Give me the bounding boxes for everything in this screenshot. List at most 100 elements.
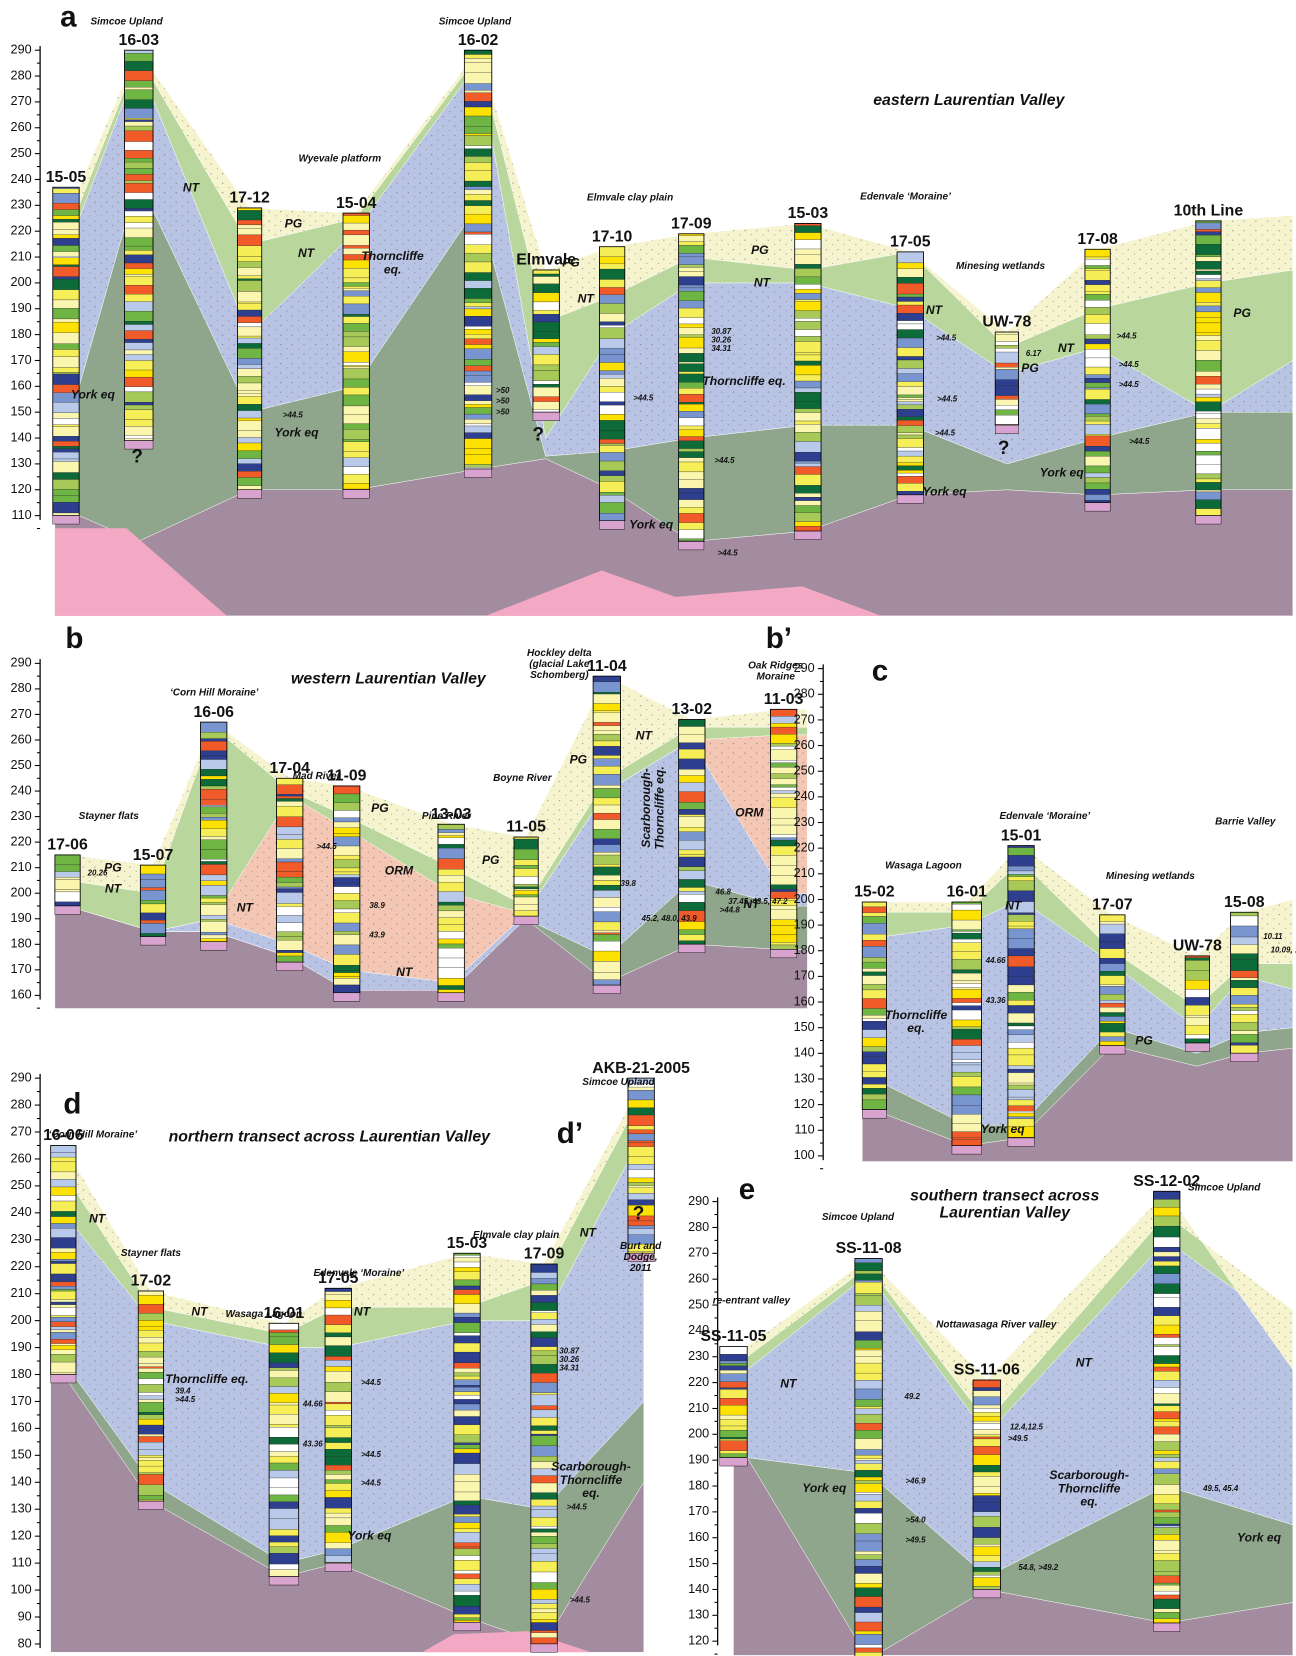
borehole-log-layer — [897, 417, 923, 421]
borehole-base — [333, 993, 359, 1001]
borehole-log-layer — [1154, 1406, 1180, 1412]
borehole-log-layer — [1154, 1510, 1180, 1512]
borehole-log-layer — [599, 392, 624, 401]
borehole-log-layer — [1100, 915, 1125, 922]
borehole-log-layer — [952, 1006, 982, 1010]
axis-tick-label: 260 — [11, 732, 32, 746]
borehole-log-layer — [1008, 1023, 1034, 1026]
borehole-log-layer — [531, 1549, 557, 1554]
borehole-log-layer — [1154, 1261, 1180, 1266]
axis-tick-label: 170 — [794, 969, 815, 983]
age-annotation: >50 — [496, 397, 510, 406]
borehole-log-layer — [53, 222, 79, 229]
borehole-log-layer — [952, 1140, 982, 1146]
borehole-log-layer — [464, 206, 491, 214]
unit-label: York eq — [347, 1528, 392, 1542]
borehole-log-layer — [679, 735, 705, 743]
borehole-log-layer — [795, 352, 821, 355]
borehole-log-layer — [454, 1571, 480, 1574]
borehole-log-layer — [855, 1348, 882, 1350]
borehole-log-layer — [1196, 261, 1221, 269]
borehole-log-layer — [125, 162, 153, 168]
borehole-log-layer — [1196, 279, 1221, 281]
borehole-log-layer — [1185, 1005, 1209, 1015]
borehole-log-layer — [454, 1505, 480, 1514]
borehole-log-layer — [679, 382, 704, 388]
borehole-log-layer — [1100, 1000, 1125, 1003]
borehole-log-layer — [333, 893, 359, 900]
borehole-log-layer — [533, 277, 559, 284]
age-annotation: >44.5 — [1119, 380, 1140, 389]
borehole-log-layer — [438, 848, 464, 859]
borehole-log-layer — [514, 905, 538, 911]
borehole-log-layer — [795, 240, 821, 249]
borehole-log-layer — [593, 934, 620, 941]
borehole-log-layer — [599, 348, 624, 354]
borehole-log-layer — [795, 336, 821, 341]
borehole-name: UW-78 — [982, 314, 1031, 331]
borehole-log-layer — [125, 263, 153, 269]
borehole-log-layer — [995, 415, 1018, 424]
borehole-log-layer — [679, 452, 704, 458]
borehole-log-layer — [53, 235, 79, 239]
borehole-log-layer — [897, 473, 923, 476]
borehole-log-layer — [454, 1595, 480, 1606]
borehole-log-layer — [531, 1599, 557, 1603]
borehole-log-layer — [125, 276, 153, 285]
borehole-log-layer — [862, 1038, 886, 1047]
borehole-log-layer — [1085, 259, 1110, 265]
borehole-log-layer — [679, 776, 705, 783]
borehole-log-layer — [138, 1304, 163, 1313]
borehole-log-layer — [1196, 465, 1221, 474]
borehole-log-layer — [514, 911, 538, 916]
borehole-log-layer — [333, 833, 359, 836]
borehole-log-layer — [973, 1516, 1000, 1527]
borehole-log-layer — [531, 1612, 557, 1619]
borehole-log-layer — [51, 1157, 76, 1161]
borehole-log-layer — [995, 342, 1018, 346]
borehole-log-layer — [897, 368, 923, 373]
borehole-log-layer — [53, 344, 79, 350]
panel-title: eastern Laurentian Valley — [873, 92, 1065, 109]
borehole-log-layer — [862, 999, 886, 1009]
borehole-log-layer — [531, 1347, 557, 1351]
borehole-log-layer — [531, 1532, 557, 1536]
borehole-log-layer — [795, 452, 821, 461]
borehole-log-layer — [53, 368, 79, 373]
borehole-log-layer — [1196, 492, 1221, 500]
borehole-log-layer — [599, 322, 624, 326]
panel-label: c — [872, 655, 888, 688]
borehole-log-layer — [720, 1454, 747, 1458]
borehole-log-layer — [855, 1414, 882, 1423]
borehole-log-layer — [138, 1450, 163, 1456]
borehole-log-layer — [343, 415, 369, 424]
borehole-log-layer — [454, 1267, 480, 1271]
borehole-log-layer — [138, 1330, 163, 1337]
borehole-log-layer — [514, 889, 538, 891]
borehole-log-layer — [1085, 404, 1110, 414]
borehole-log-layer — [531, 1410, 557, 1418]
borehole-log-layer — [599, 328, 624, 339]
borehole-log-layer — [464, 401, 491, 404]
borehole-name: 11-05 — [506, 819, 546, 836]
borehole-log-layer — [531, 1609, 557, 1612]
borehole-log-layer — [795, 381, 821, 388]
borehole-log-layer — [1196, 281, 1221, 288]
borehole-log-layer — [795, 513, 821, 522]
borehole-log-layer — [438, 892, 464, 903]
borehole-log-layer — [531, 1338, 557, 1347]
borehole-log-layer — [343, 406, 369, 415]
borehole-base — [1231, 1053, 1258, 1061]
borehole-log-layer — [438, 902, 464, 905]
borehole-log-layer — [973, 1446, 1000, 1455]
borehole-log-layer — [269, 1463, 299, 1470]
borehole-log-layer — [53, 425, 79, 427]
borehole-log-layer — [952, 943, 982, 952]
borehole-log-layer — [1231, 912, 1258, 916]
borehole-log-layer — [1100, 924, 1125, 934]
borehole-log-layer — [533, 387, 559, 396]
borehole-log-layer — [679, 792, 705, 803]
borehole-log-layer — [464, 149, 491, 157]
borehole-log-layer — [333, 846, 359, 855]
borehole-log-layer — [237, 459, 261, 464]
